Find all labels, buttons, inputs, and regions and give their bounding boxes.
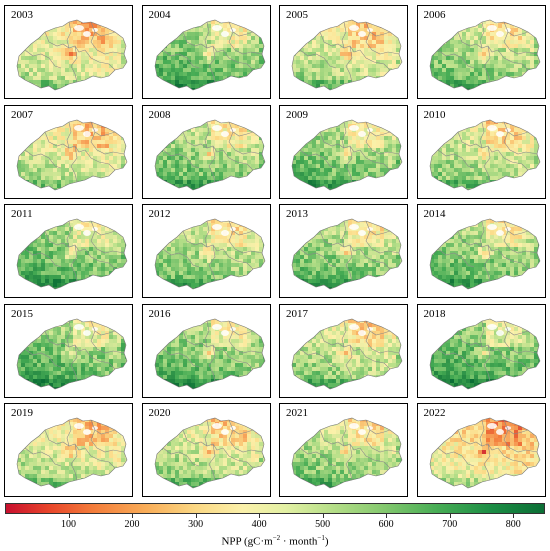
panel-year-label: 2010	[423, 108, 446, 121]
map-panel: 2019	[4, 403, 133, 497]
panel-year-label: 2012	[148, 208, 171, 220]
map-panel: 2010	[416, 104, 546, 199]
colorbar-tick-label: 600	[378, 519, 394, 530]
npp-map	[16, 119, 128, 190]
panel-year-label: 2016	[148, 307, 171, 320]
map-panel: 2004	[141, 5, 271, 99]
map-panel: 2007	[4, 104, 133, 199]
npp-map	[154, 318, 265, 389]
colorbar-tick-label: 100	[61, 519, 77, 530]
npp-map	[16, 19, 128, 91]
panel-year-label: 2004	[148, 9, 171, 21]
npp-map	[429, 417, 540, 489]
map-panel: 2022	[416, 403, 546, 497]
colorbar-tick	[68, 514, 70, 518]
npp-map	[291, 119, 403, 190]
panel-year-label: 2018	[423, 307, 446, 320]
panel-year-label: 2011	[11, 208, 33, 220]
npp-map	[154, 119, 265, 190]
map-panel: 2005	[279, 5, 408, 99]
panel-year-label: 2020	[148, 407, 171, 419]
colorbar-tick	[195, 514, 197, 518]
panel-year-label: 2015	[11, 307, 33, 320]
map-panel: 2006	[416, 5, 546, 99]
panel-year-label: 2005	[286, 9, 308, 21]
colorbar-tick	[449, 514, 451, 518]
panel-year-label: 2014	[423, 208, 446, 220]
panel-year-label: 2003	[11, 9, 33, 21]
colorbar-tick-label: 700	[442, 519, 458, 530]
panel-year-label: 2017	[286, 307, 308, 320]
map-panel: 2003	[4, 5, 133, 99]
npp-map	[16, 318, 128, 389]
colorbar-title: NPP (gC·m−2 · month−1)	[221, 534, 329, 548]
colorbar-tick-label: 500	[315, 519, 331, 530]
map-panel: 2021	[279, 403, 408, 497]
map-panel: 2018	[416, 303, 546, 398]
npp-map	[291, 218, 403, 290]
panel-year-label: 2021	[286, 407, 308, 419]
map-panel: 2015	[4, 303, 133, 398]
panel-year-label: 2006	[423, 9, 446, 21]
map-panel: 2012	[141, 204, 271, 298]
colorbar-gradient	[5, 503, 545, 514]
npp-map	[291, 19, 403, 91]
colorbar-tick-label: 200	[124, 519, 140, 530]
npp-map	[291, 417, 403, 489]
panel-year-label: 2007	[11, 108, 33, 121]
panel-year-label: 2008	[148, 108, 171, 121]
npp-map	[16, 417, 128, 489]
colorbar-tick-label: 300	[188, 519, 204, 530]
map-panel: 2008	[141, 104, 271, 199]
npp-map	[291, 318, 403, 389]
map-panel: 2017	[279, 303, 408, 398]
panel-year-label: 2013	[286, 208, 308, 220]
panel-year-label: 2009	[286, 108, 308, 121]
npp-map	[429, 119, 540, 190]
map-panel: 2020	[141, 403, 271, 497]
colorbar-tick	[386, 514, 388, 518]
map-panel-grid: 2003 2004 2005 2006 2007 2008 2009 2010 2011 2012…	[4, 5, 546, 497]
colorbar-tick	[132, 514, 134, 518]
npp-map	[429, 19, 540, 91]
npp-map	[154, 218, 265, 290]
colorbar-tick-label: 800	[505, 519, 521, 530]
npp-map	[16, 218, 128, 290]
map-panel: 2016	[141, 303, 271, 398]
npp-map	[154, 19, 265, 91]
npp-map	[154, 417, 265, 489]
colorbar: NPP (gC·m−2 · month−1) 100 200 300 400 500 60…	[5, 503, 545, 551]
map-panel: 2009	[279, 104, 408, 199]
colorbar-tick-label: 400	[251, 519, 267, 530]
panel-year-label: 2022	[423, 407, 446, 419]
colorbar-tick	[513, 514, 515, 518]
npp-map	[429, 318, 540, 389]
colorbar-tick	[322, 514, 324, 518]
map-panel: 2011	[4, 204, 133, 298]
npp-map	[429, 218, 540, 290]
colorbar-tick	[259, 514, 261, 518]
panel-year-label: 2019	[11, 407, 33, 419]
map-panel: 2014	[416, 204, 546, 298]
map-panel: 2013	[279, 204, 408, 298]
